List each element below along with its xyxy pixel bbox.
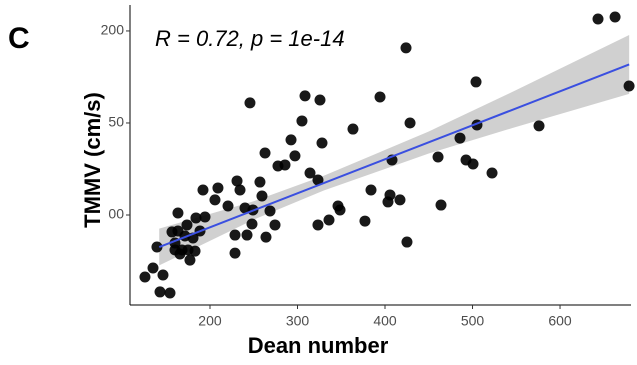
point	[334, 204, 346, 216]
regression-line	[158, 63, 630, 248]
point	[359, 215, 371, 227]
point	[401, 236, 413, 248]
x-tick-label: 600	[548, 313, 572, 329]
point	[229, 229, 241, 241]
point	[533, 120, 545, 132]
point	[212, 182, 224, 194]
point	[157, 269, 169, 281]
x-axis-title: Dean number	[248, 333, 389, 358]
point	[623, 80, 635, 92]
point	[289, 150, 301, 162]
point	[244, 97, 256, 109]
point	[154, 286, 166, 298]
point	[486, 167, 498, 179]
y-tick-label: 200	[101, 22, 125, 38]
point	[231, 175, 243, 187]
point	[374, 91, 386, 103]
panel-label: C	[8, 22, 30, 55]
x-tick-label: 400	[373, 313, 397, 329]
point	[323, 214, 335, 226]
point	[172, 207, 184, 219]
point	[609, 11, 621, 23]
point	[229, 247, 241, 259]
point	[432, 151, 444, 163]
point	[241, 229, 253, 241]
point	[269, 219, 281, 231]
point	[592, 13, 604, 25]
point	[164, 287, 176, 299]
point	[260, 231, 272, 243]
point	[296, 115, 308, 127]
point	[467, 158, 479, 170]
point	[197, 184, 209, 196]
point	[181, 219, 193, 231]
point	[234, 184, 246, 196]
point	[470, 76, 482, 88]
point	[314, 94, 326, 106]
point	[454, 132, 466, 144]
point	[189, 245, 201, 257]
point	[254, 176, 266, 188]
y-tick-label: 50	[108, 114, 124, 130]
point	[184, 254, 196, 266]
point	[312, 174, 324, 186]
confidence-band	[159, 35, 630, 266]
x-tick-label: 500	[461, 313, 485, 329]
point	[435, 199, 447, 211]
annotation: R = 0.72, p = 1e-14	[155, 26, 345, 51]
point	[199, 211, 211, 223]
point	[256, 190, 268, 202]
point	[279, 159, 291, 171]
point	[139, 271, 151, 283]
point	[166, 226, 178, 238]
x-tick-label: 200	[198, 313, 222, 329]
point	[264, 205, 276, 217]
point	[312, 219, 324, 231]
point	[176, 244, 188, 256]
y-tick-label: 00	[108, 206, 124, 222]
point	[246, 218, 258, 230]
y-axis-title: TMMV (cm/s)	[80, 92, 105, 228]
x-tick-label: 300	[286, 313, 310, 329]
point	[365, 184, 377, 196]
point	[259, 147, 271, 159]
point	[190, 212, 202, 224]
point	[151, 241, 163, 253]
point	[404, 117, 416, 129]
point	[384, 189, 396, 201]
point	[400, 42, 412, 54]
point	[347, 123, 359, 135]
point	[304, 167, 316, 179]
point	[299, 90, 311, 102]
point	[147, 262, 159, 274]
point	[209, 194, 221, 206]
point	[222, 200, 234, 212]
point	[316, 137, 328, 149]
point	[285, 134, 297, 146]
point	[394, 194, 406, 206]
